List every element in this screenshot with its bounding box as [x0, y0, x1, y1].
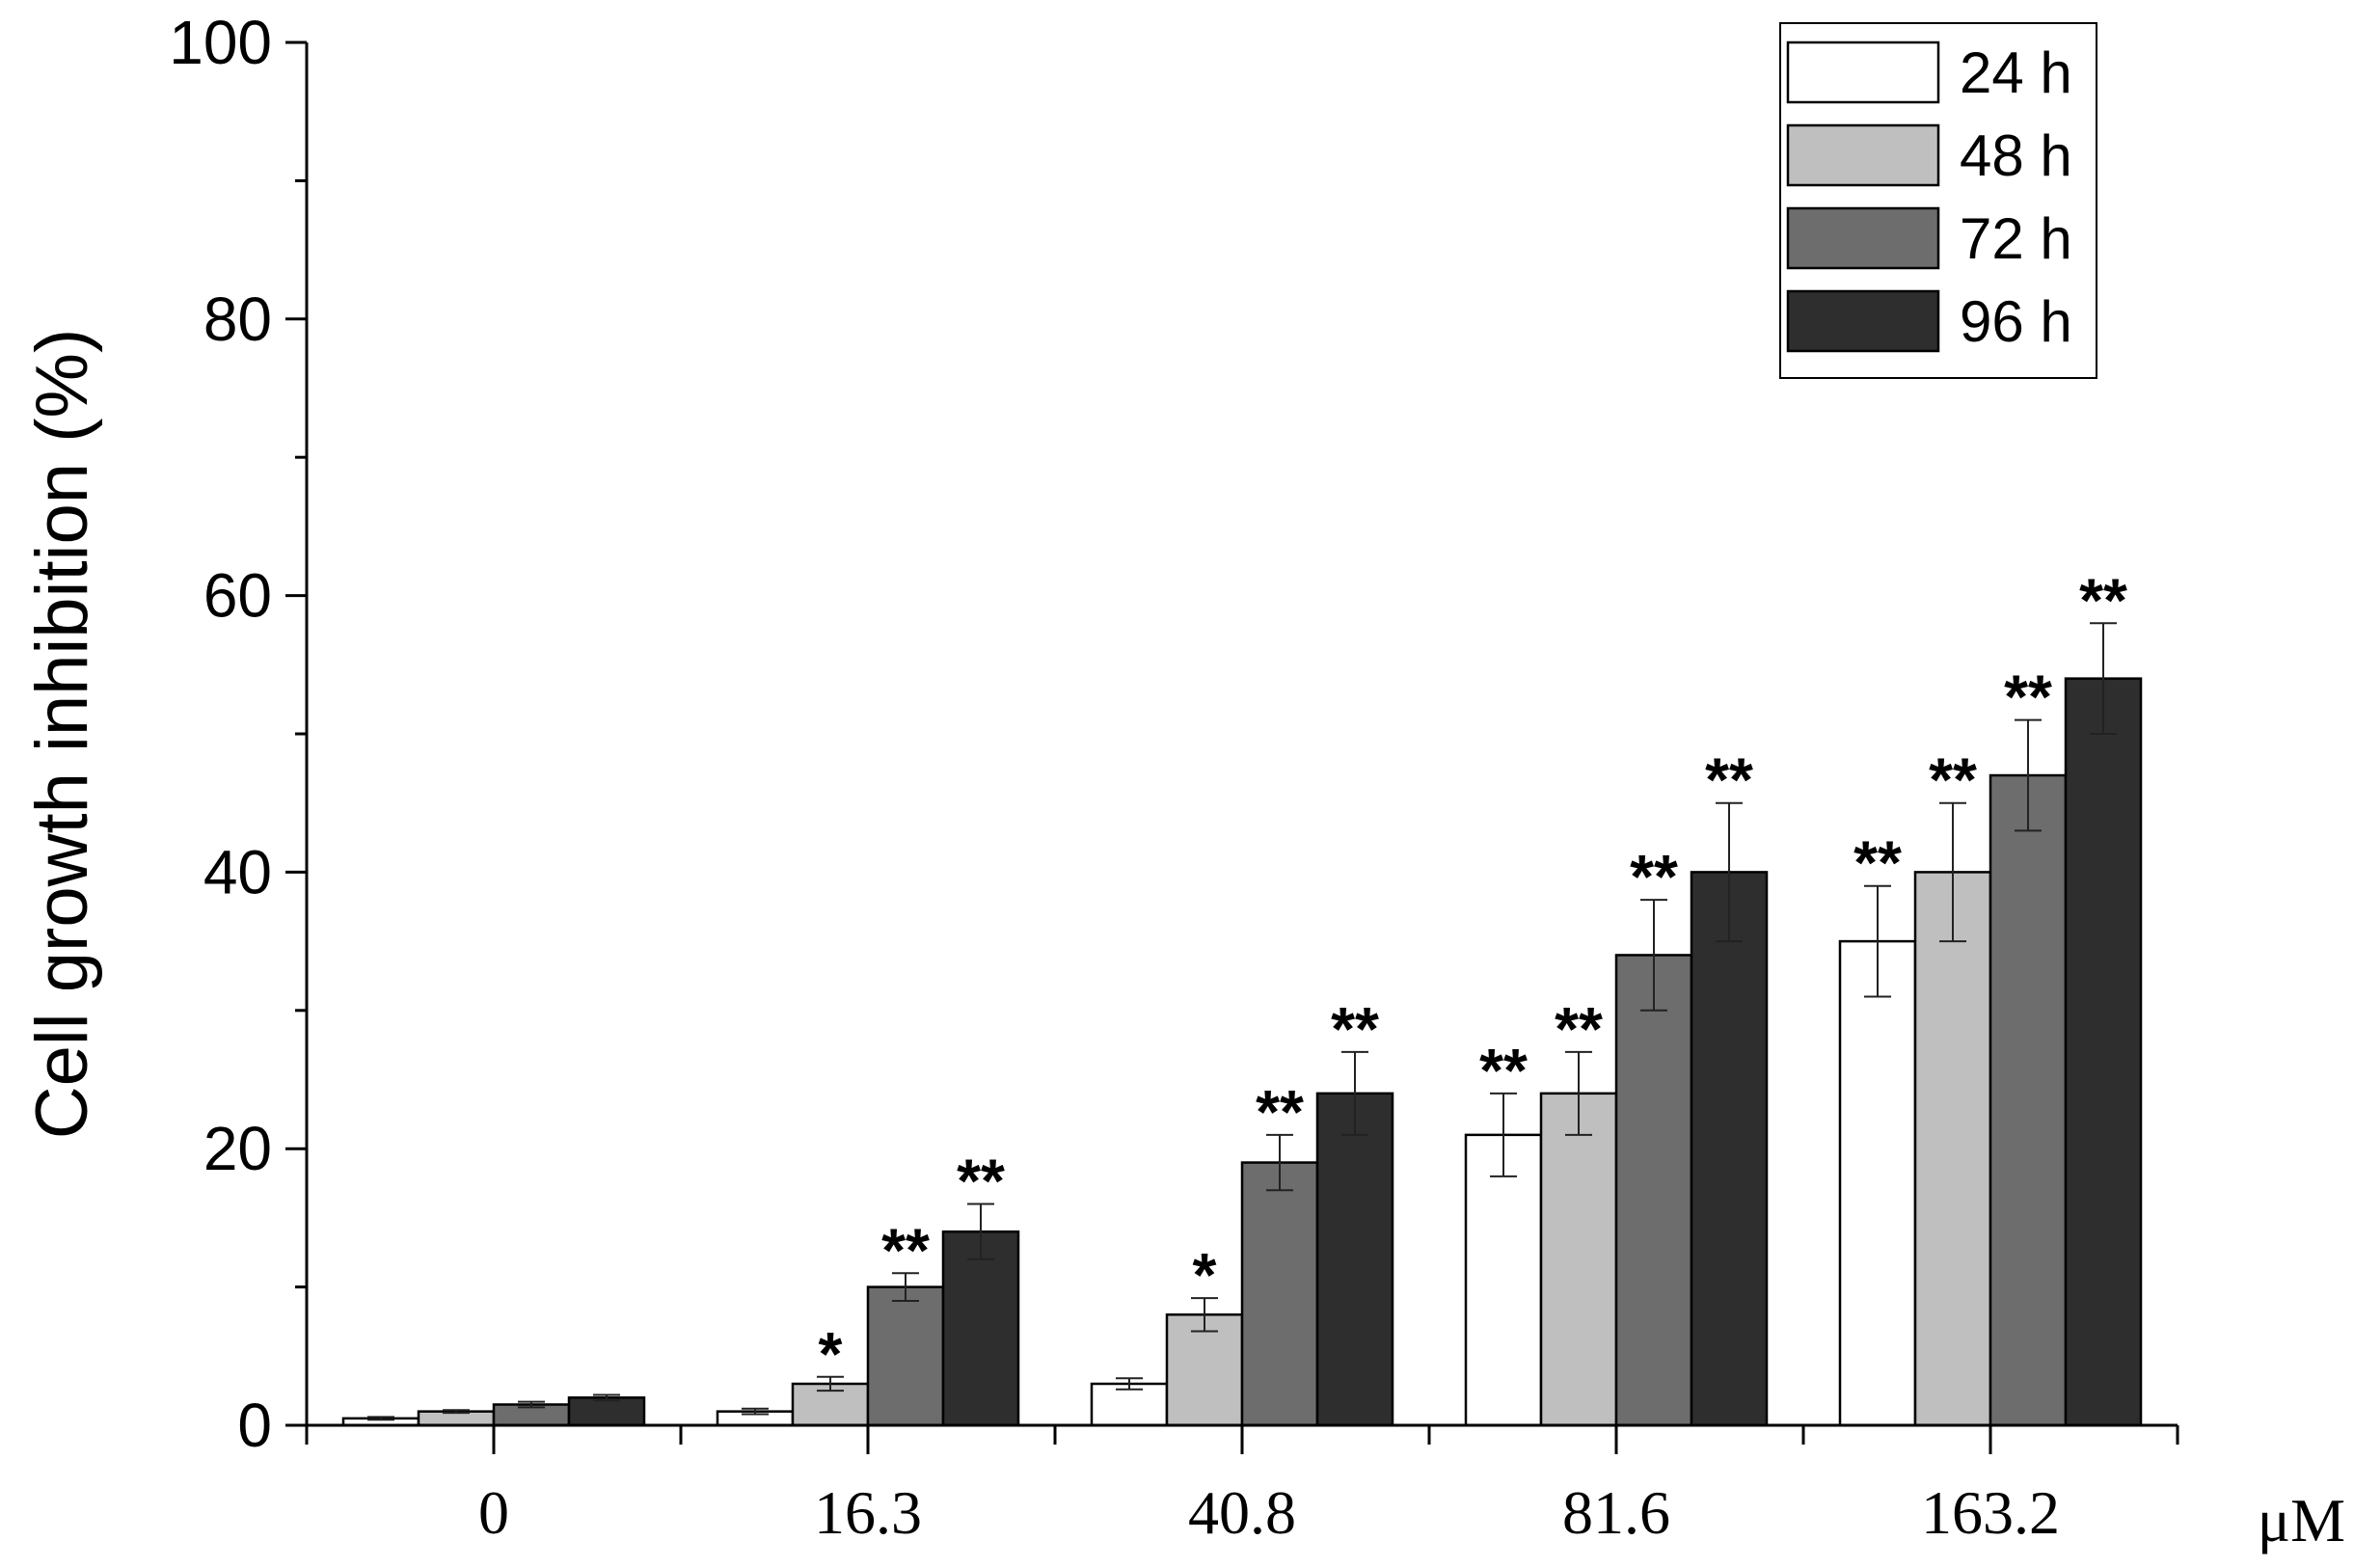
legend: 24 h 48 h 72 h 96 h	[1779, 22, 2097, 379]
significance-marker: **	[1555, 994, 1603, 1064]
significance-marker: **	[957, 1147, 1005, 1216]
error-bar-96h-16.3	[967, 1203, 994, 1260]
legend-label: 24 h	[1960, 41, 2072, 105]
significance-marker: **	[881, 1215, 930, 1284]
bar-96h-0	[567, 1396, 646, 1427]
legend-item: 96 h	[1786, 289, 2072, 354]
legend-swatch	[1786, 206, 1940, 270]
error-bar-48h-40.8	[1191, 1297, 1218, 1333]
legend-label: 96 h	[1960, 289, 2072, 354]
bar-72h-40.8	[1240, 1161, 1319, 1427]
y-tick-label: 80	[203, 284, 272, 354]
bar-96h-40.8	[1315, 1092, 1394, 1427]
bar-72h-16.3	[866, 1285, 945, 1427]
legend-swatch	[1786, 41, 1940, 104]
axes: 0 20 40 60 80 100 0 16.3 40.8 81.6 163.2	[169, 8, 2179, 1547]
error-bar-72h-16.3	[892, 1272, 919, 1302]
error-bar-24h-163.2	[1864, 884, 1891, 998]
bar-72h-163.2	[1989, 773, 2068, 1427]
bar-48h-163.2	[1913, 871, 1992, 1427]
bar-24h-163.2	[1838, 939, 1917, 1427]
error-bar-48h-0	[443, 1409, 470, 1415]
error-bar-96h-0	[593, 1393, 620, 1402]
error-bar-48h-16.3	[817, 1375, 844, 1392]
significance-marker: **	[1705, 745, 1753, 815]
legend-item: 24 h	[1786, 41, 2072, 105]
bar-96h-81.6	[1690, 871, 1769, 1427]
x-tick-label: 0	[478, 1478, 509, 1547]
x-axis-unit: μM	[2258, 1486, 2345, 1554]
legend-swatch	[1786, 123, 1940, 187]
x-tick-label: 163.2	[1921, 1478, 2060, 1547]
legend-item: 72 h	[1786, 206, 2072, 271]
y-tick-label: 100	[169, 8, 272, 77]
significance-marker: *	[1193, 1240, 1217, 1310]
legend-item: 48 h	[1786, 123, 2072, 188]
significance-marker: **	[1853, 828, 1902, 898]
x-tick-label: 81.6	[1562, 1478, 1670, 1547]
legend-label: 72 h	[1960, 206, 2072, 271]
error-bar-72h-163.2	[2015, 718, 2042, 832]
significance-marker: **	[1256, 1077, 1304, 1147]
error-bar-24h-40.8	[1116, 1377, 1143, 1391]
y-tick-label: 0	[237, 1391, 272, 1460]
error-bar-48h-163.2	[1939, 801, 1966, 943]
significance-marker: **	[1331, 994, 1379, 1064]
bar-96h-163.2	[2064, 677, 2143, 1427]
y-axis-label: Cell growth inhibition (%)	[21, 329, 103, 1140]
bar-72h-81.6	[1614, 954, 1693, 1427]
significance-marker: **	[2004, 662, 2052, 732]
y-tick-label: 60	[203, 561, 272, 631]
significance-marker: *	[819, 1319, 843, 1389]
error-bar-96h-81.6	[1716, 801, 1743, 943]
bar-24h-81.6	[1464, 1133, 1543, 1427]
bars	[341, 677, 2143, 1427]
error-bar-24h-81.6	[1490, 1092, 1517, 1177]
y-tick-label: 20	[203, 1114, 272, 1183]
x-tick-label: 16.3	[814, 1478, 922, 1547]
significance-marker: **	[1929, 745, 1977, 815]
error-bar-72h-40.8	[1266, 1133, 1293, 1192]
error-bar-24h-0	[367, 1416, 394, 1421]
significance-marker: **	[1479, 1036, 1528, 1105]
error-bar-96h-163.2	[2090, 622, 2117, 735]
error-bar-96h-40.8	[1341, 1050, 1368, 1136]
error-bar-48h-81.6	[1565, 1050, 1592, 1136]
error-bar-72h-81.6	[1640, 899, 1667, 1012]
error-bar-24h-16.3	[742, 1407, 769, 1416]
significance-markers: **************************	[819, 565, 2127, 1389]
legend-label: 48 h	[1960, 123, 2072, 188]
legend-swatch	[1786, 289, 1940, 353]
x-tick-label: 40.8	[1188, 1478, 1296, 1547]
significance-marker: **	[2079, 565, 2127, 635]
error-bars	[367, 622, 2117, 1421]
y-tick-label: 40	[203, 837, 272, 906]
bar-96h-16.3	[941, 1230, 1020, 1427]
bar-48h-81.6	[1539, 1092, 1618, 1427]
error-bar-72h-0	[518, 1400, 545, 1409]
significance-marker: **	[1630, 842, 1678, 911]
